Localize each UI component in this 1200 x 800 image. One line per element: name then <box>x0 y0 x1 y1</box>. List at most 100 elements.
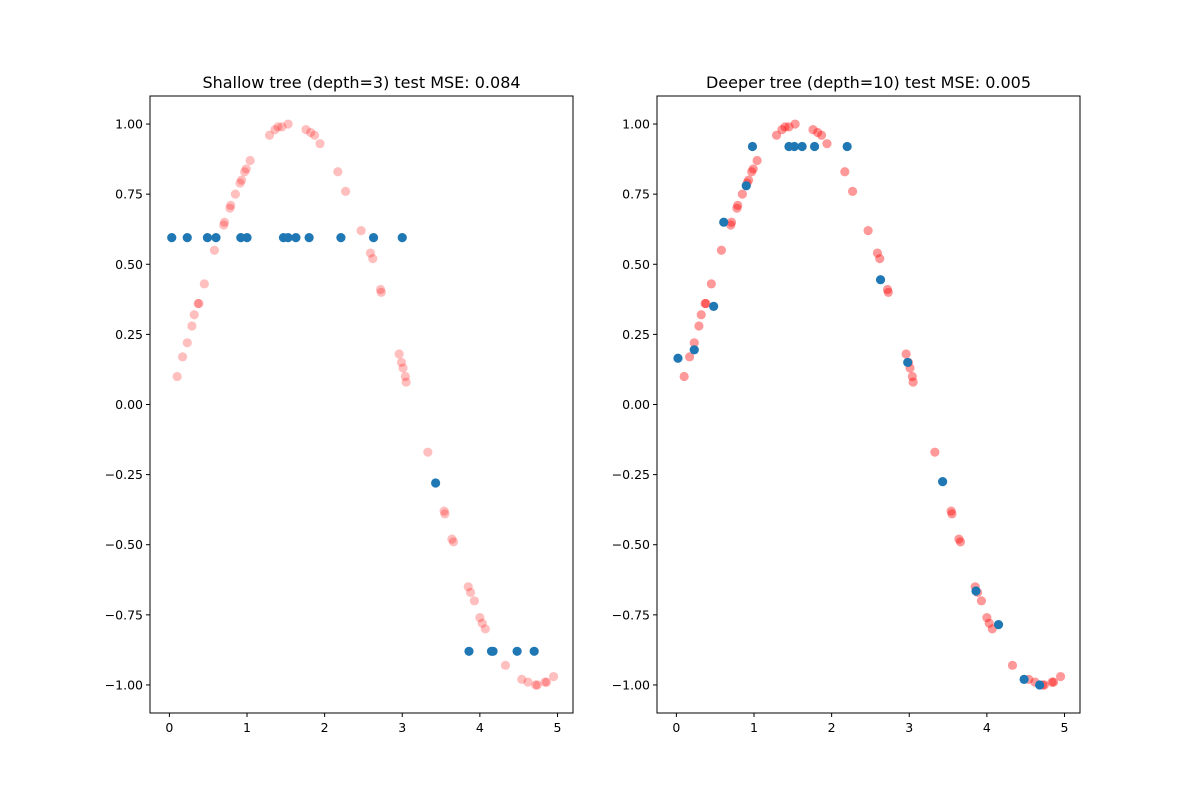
training-point <box>726 220 736 230</box>
training-point <box>245 155 255 166</box>
y-tick-label: −0.25 <box>105 467 143 482</box>
training-point <box>398 363 408 373</box>
training-point <box>531 680 541 690</box>
training-point <box>277 122 287 132</box>
training-point <box>808 125 818 135</box>
training-point <box>875 254 885 264</box>
prediction-point <box>304 233 314 243</box>
training-point <box>333 167 343 177</box>
prediction-point <box>211 233 221 243</box>
x-tick-label: 2 <box>321 720 329 735</box>
training-point <box>182 338 192 348</box>
prediction-point <box>336 233 346 243</box>
training-point <box>840 167 850 177</box>
training-data-series <box>679 119 1066 690</box>
training-point <box>706 279 716 289</box>
training-point <box>954 534 964 544</box>
prediction-point <box>797 141 807 152</box>
training-point <box>469 596 480 606</box>
x-tick-label: 1 <box>243 720 251 735</box>
training-point <box>694 321 704 331</box>
prediction-point <box>1035 680 1045 690</box>
training-point <box>440 509 450 519</box>
training-point <box>309 130 320 140</box>
training-point <box>771 130 782 140</box>
training-point <box>301 125 311 135</box>
training-point <box>193 298 203 309</box>
x-tick-label: 2 <box>828 720 836 735</box>
y-tick-label: 0.75 <box>622 187 650 202</box>
prediction-point <box>202 233 213 243</box>
prediction-point <box>182 233 192 243</box>
prediction-point <box>283 233 293 243</box>
training-point <box>946 506 956 516</box>
training-point <box>376 287 386 297</box>
prediction-point <box>673 353 683 363</box>
training-point <box>439 506 449 516</box>
training-data-series <box>172 119 559 690</box>
training-point <box>542 677 552 687</box>
prediction-point <box>938 477 948 487</box>
y-tick-label: −0.50 <box>612 537 650 552</box>
training-point <box>701 298 711 309</box>
chart-title: Shallow tree (depth=3) test MSE: 0.084 <box>202 73 520 92</box>
training-point <box>872 248 883 258</box>
panel-shallow-tree: Shallow tree (depth=3) test MSE: 0.084 0 1… <box>105 73 574 735</box>
prediction-point <box>789 141 799 152</box>
prediction-point <box>242 233 252 243</box>
training-point <box>982 613 992 623</box>
training-point <box>716 245 727 255</box>
y-tick-label: 1.00 <box>622 117 650 132</box>
training-point <box>984 618 994 628</box>
axes-frame <box>149 95 574 714</box>
training-point <box>375 284 386 295</box>
training-point <box>500 660 511 670</box>
training-point <box>219 217 230 227</box>
training-point <box>230 189 240 199</box>
axes-frame <box>656 95 1081 714</box>
training-point <box>273 122 283 132</box>
prediction-point <box>397 233 407 243</box>
training-point <box>733 200 743 210</box>
training-point <box>400 371 410 382</box>
training-point <box>240 167 250 177</box>
training-point <box>1007 660 1018 670</box>
training-point <box>532 680 542 690</box>
training-point <box>752 155 762 166</box>
x-tick-label: 0 <box>672 720 680 735</box>
prediction-point <box>512 646 522 656</box>
prediction-series <box>673 141 1045 690</box>
prediction-point <box>689 345 699 355</box>
training-point <box>1055 671 1066 682</box>
y-tick-label: −1.00 <box>612 677 650 692</box>
training-point <box>368 254 378 264</box>
y-tick-label: 0.25 <box>115 327 143 342</box>
training-point <box>209 245 220 255</box>
training-point <box>684 352 695 362</box>
panel-deeper-tree: Deeper tree (depth=10) test MSE: 0.005 0 1… <box>612 73 1081 735</box>
training-point <box>976 596 987 606</box>
training-point <box>475 613 485 623</box>
training-point <box>813 127 823 138</box>
prediction-point <box>368 233 379 243</box>
y-tick-label: 0.50 <box>115 257 143 272</box>
training-point <box>1049 677 1059 687</box>
training-point <box>777 125 787 135</box>
prediction-point <box>809 141 820 152</box>
prediction-point <box>875 275 886 285</box>
training-point <box>194 298 204 309</box>
training-point <box>306 127 316 138</box>
prediction-point <box>747 141 758 152</box>
training-point <box>816 130 827 140</box>
training-point <box>315 139 325 149</box>
training-point <box>747 167 757 177</box>
prediction-point <box>741 181 751 191</box>
prediction-point <box>719 217 729 227</box>
training-point <box>172 371 182 382</box>
training-point <box>189 310 199 320</box>
training-point <box>907 371 917 382</box>
training-point <box>689 338 699 348</box>
x-tick-label: 1 <box>750 720 758 735</box>
prediction-point <box>842 141 852 152</box>
